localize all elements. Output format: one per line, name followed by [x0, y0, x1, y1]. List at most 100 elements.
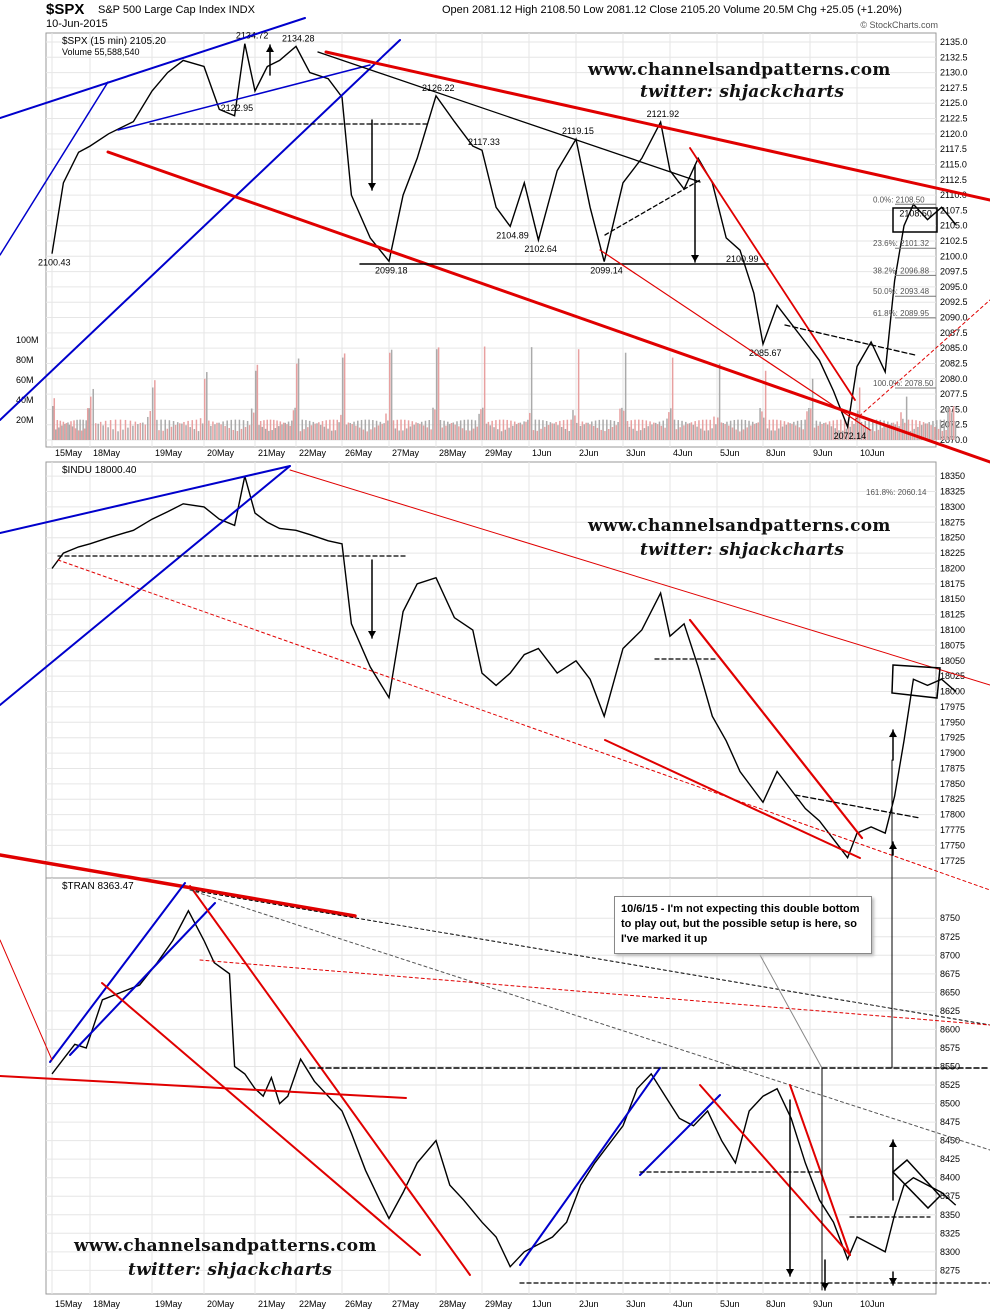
volume-bar — [259, 420, 262, 440]
volume-bar — [600, 429, 602, 440]
volume-bar — [329, 419, 331, 440]
y-tick-label: 8750 — [940, 913, 960, 923]
volume-bar — [422, 425, 425, 440]
volume-bar — [230, 419, 233, 440]
volume-bar — [242, 420, 245, 440]
volume-bar — [838, 430, 840, 440]
volume-bar — [643, 428, 646, 440]
volume-bar — [493, 427, 495, 440]
volume-bar — [450, 422, 453, 440]
y-tick-label: 17950 — [940, 717, 965, 727]
volume-bar — [574, 415, 576, 440]
volume-bar — [156, 419, 158, 440]
volume-bar — [907, 419, 910, 440]
spx-red-thin-line — [599, 249, 871, 431]
volume-bar — [530, 347, 533, 440]
y-tick-label: 18325 — [940, 487, 965, 497]
volume-bar — [617, 421, 619, 440]
y-tick-label: 8475 — [940, 1117, 960, 1127]
indu-red-upper-line — [289, 469, 990, 686]
x-tick-label: 2Jun — [579, 448, 599, 458]
volume-bar — [179, 423, 181, 440]
volume-bar — [510, 420, 512, 440]
volume-bar — [448, 423, 451, 440]
volume-bar — [310, 425, 313, 440]
volume-bar — [654, 422, 657, 440]
y-tick-label: 8400 — [940, 1173, 960, 1183]
y-tick-label: 2117.5 — [940, 144, 967, 154]
volume-bar — [748, 420, 750, 440]
volume-bar — [826, 424, 829, 440]
volume-bar — [804, 419, 806, 440]
volume-bar — [715, 424, 717, 440]
volume-bar — [742, 429, 745, 440]
volume-bar — [718, 363, 721, 440]
volume-bar — [879, 419, 882, 440]
volume-bar — [945, 429, 947, 440]
y-tick-label: 18350 — [940, 471, 965, 481]
volume-bar — [160, 419, 162, 440]
y-tick-label: 17875 — [940, 763, 965, 773]
y-tick-label: 2095.0 — [940, 282, 968, 292]
y-tick-label: 18225 — [940, 548, 965, 558]
volume-bar — [318, 422, 320, 440]
volume-bar — [88, 408, 90, 440]
y-tick-label: 2092.5 — [940, 297, 968, 307]
volume-bar — [193, 429, 196, 440]
volume-bar — [634, 419, 636, 440]
price-label: 2134.28 — [282, 33, 315, 43]
y-tick-label: 18025 — [940, 671, 965, 681]
volume-bar — [572, 410, 574, 440]
tran-dotted-trendline-2 — [189, 889, 990, 1151]
volume-bar — [405, 428, 408, 440]
volume-bar — [77, 430, 80, 440]
volume-bar — [755, 423, 758, 440]
tran-down-arrow-2-head — [821, 1283, 829, 1290]
volume-bar — [483, 346, 486, 440]
tran-small-up-arrow-head — [889, 1278, 897, 1285]
volume-bar — [774, 430, 776, 440]
volume-bar — [766, 428, 769, 440]
y-tick-label: 18175 — [940, 579, 965, 589]
x-tick-label: 26May — [345, 448, 373, 458]
panel-title: $SPX (15 min) 2105.20 — [62, 36, 166, 47]
volume-bar — [722, 423, 725, 440]
volume-bar — [768, 419, 771, 440]
volume-bar — [208, 420, 210, 440]
volume-bar — [547, 425, 550, 440]
volume-bar — [733, 419, 736, 440]
price-label: 2102.64 — [524, 244, 557, 254]
volume-bar — [649, 421, 651, 440]
volume-bar — [266, 419, 268, 440]
volume-bar — [598, 419, 601, 440]
volume-bar — [90, 396, 92, 440]
volume-bar — [491, 420, 493, 440]
panel-frame — [45, 32, 937, 448]
volume-bar — [297, 358, 300, 440]
volume-bar — [653, 422, 655, 440]
volume-bar — [527, 419, 529, 440]
stockcharts-credit: © StockCharts.com — [860, 20, 938, 30]
volume-bar — [185, 425, 187, 440]
y-tick-label: 2127.5 — [940, 83, 968, 93]
volume-bar — [875, 419, 878, 440]
volume-tick-label: 40M — [16, 395, 34, 405]
volume-bar — [858, 387, 861, 440]
volume-bar — [949, 408, 951, 440]
volume-bar — [728, 425, 730, 440]
volume-bar — [800, 420, 803, 440]
y-tick-label: 8700 — [940, 950, 960, 960]
volume-bar — [656, 424, 659, 440]
y-tick-label: 2112.5 — [940, 175, 967, 185]
volume-bar — [419, 423, 421, 440]
volume-bar — [607, 428, 610, 440]
volume-bar — [592, 425, 595, 440]
volume-bar — [390, 349, 393, 440]
volume-bar — [619, 408, 621, 440]
x-tick-label: 22May — [299, 1299, 327, 1309]
volume-bar — [212, 421, 214, 440]
volume-bar — [195, 419, 198, 440]
volume-bar — [183, 421, 185, 440]
volume-bar — [562, 420, 565, 440]
